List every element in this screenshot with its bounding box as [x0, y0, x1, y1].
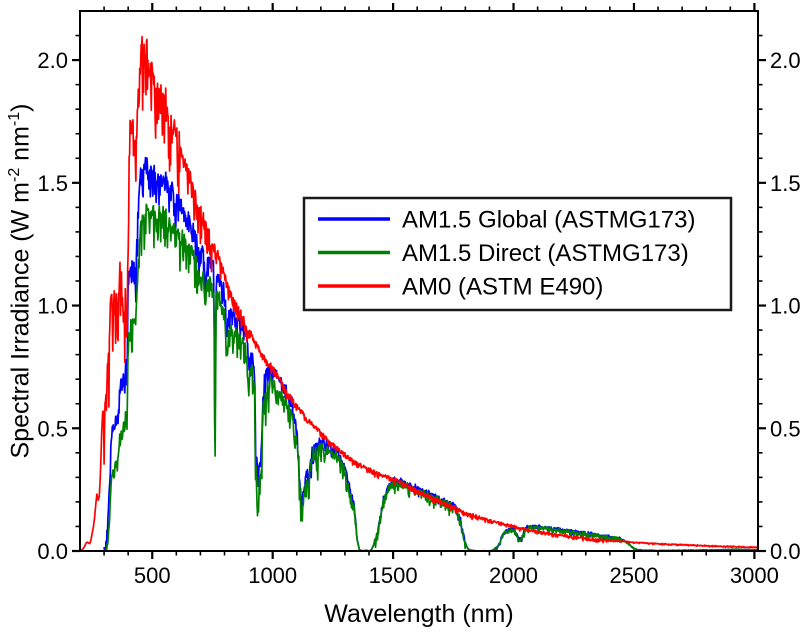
y-tick-label-left: 1.0	[37, 294, 68, 319]
y-axis-title-text: nm	[6, 126, 35, 168]
y-axis-title-text: Spectral Irradiance (W m	[6, 182, 35, 459]
x-tick-label: 3000	[730, 563, 779, 588]
x-tick-labels: 500 1000 1500 2000 2500 3000	[134, 563, 779, 588]
y-tick-label-right: 1.5	[770, 171, 800, 196]
y-tick-labels-right: 0.0 0.5 1.0 1.5 2.0	[770, 48, 800, 564]
x-axis-title-text: Wavelength (nm)	[324, 600, 514, 628]
legend-label: AM1.5 Global (ASTMG173)	[402, 207, 695, 234]
x-axis-ticks	[103, 3, 756, 559]
y-axis-ticks	[72, 34, 766, 553]
x-tick-label: 2500	[609, 563, 658, 588]
legend: AM1.5 Global (ASTMG173) AM1.5 Direct (AST…	[302, 196, 733, 312]
y-tick-label-right: 1.0	[770, 294, 800, 319]
y-axis-title: Spectral Irradiance (W m-2 nm-1)	[6, 103, 36, 459]
y-tick-label-right: 0.5	[770, 416, 800, 441]
legend-label: AM0 (ASTM E490)	[402, 274, 603, 301]
y-tick-label-right: 2.0	[770, 48, 800, 73]
y-axis-title-superscript: -1	[6, 111, 24, 127]
y-axis-title-superscript: -2	[6, 167, 24, 183]
legend-label: AM1.5 Direct (ASTMG173)	[402, 240, 689, 267]
y-tick-label-left: 0.0	[37, 539, 68, 564]
y-tick-label-left: 0.5	[37, 416, 68, 441]
x-tick-label: 1500	[369, 563, 418, 588]
y-axis-title-text: )	[6, 103, 35, 112]
x-tick-label: 500	[134, 563, 171, 588]
x-axis-title: Wavelength (nm)	[80, 600, 758, 629]
y-tick-label-right: 0.0	[770, 539, 800, 564]
x-tick-label: 2000	[489, 563, 538, 588]
y-tick-labels-left: 0.0 0.5 1.0 1.5 2.0	[37, 48, 68, 564]
x-tick-label: 1000	[248, 563, 297, 588]
y-tick-label-left: 1.5	[37, 171, 68, 196]
curve-am0	[80, 35, 758, 551]
y-tick-label-left: 2.0	[37, 48, 68, 73]
